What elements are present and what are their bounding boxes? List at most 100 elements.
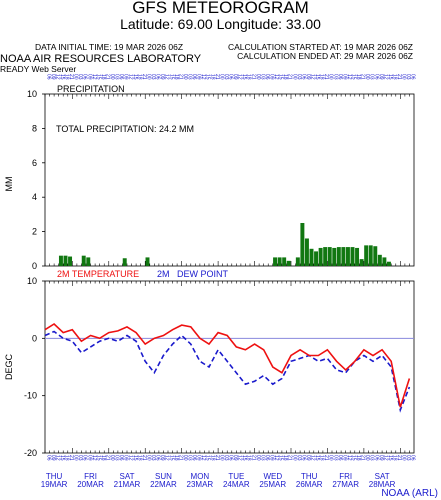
server-name: READY Web Server	[0, 64, 77, 74]
top-hour-ticks: 0609121518210003060912151821000306091215…	[45, 74, 415, 80]
bottom-hour-label: 15	[132, 455, 138, 461]
temperature-line	[44, 322, 411, 408]
bottom-hour-label: 09	[86, 455, 92, 461]
top-hour-label: 15	[95, 74, 101, 80]
bottom-hour-ticks: 0609121518210003060912151821000306091215…	[44, 94, 416, 461]
top-hour-label: 09	[123, 74, 129, 80]
top-hour-label: 12	[273, 74, 279, 80]
precipitation-bar	[295, 257, 300, 266]
bottom-hour-label: 03	[259, 455, 265, 461]
calculation-ended: CALCULATION ENDED AT: 29 MAR 2026 06Z	[237, 51, 413, 61]
day-date: 25MAR	[259, 480, 286, 489]
bottom-hour-label: 12	[273, 455, 279, 461]
noaa-credit: NOAA (ARL)	[381, 488, 438, 499]
top-hour-label: 12	[237, 74, 243, 80]
precipitation-bar	[86, 257, 91, 266]
top-hour-label: 06	[410, 74, 416, 80]
precipitation-bar	[327, 247, 332, 266]
bottom-hour-label: 21	[141, 455, 147, 461]
bottom-hour-label: 00	[291, 455, 297, 461]
top-hour-label: 09	[86, 74, 92, 80]
bottom-hour-label: 06	[410, 455, 416, 461]
bottom-hour-label: 09	[305, 455, 311, 461]
top-hour-label: 21	[141, 74, 147, 80]
bottom-hour-label: 00	[328, 455, 334, 461]
bottom-hour-label: 06	[82, 455, 88, 461]
precipitation-bar	[332, 247, 337, 266]
bottom-hour-label: 21	[105, 455, 111, 461]
top-hour-label: 15	[387, 74, 393, 80]
top-hour-label: 12	[54, 74, 60, 80]
location-subtitle: Latitude: 69.00 Longitude: 33.00	[120, 16, 321, 32]
bottom-hour-label: 12	[310, 455, 316, 461]
top-hour-label: 15	[168, 74, 174, 80]
bottom-hour-label: 12	[200, 455, 206, 461]
bottom-hour-label: 15	[314, 455, 320, 461]
bottom-hour-label: 18	[64, 455, 70, 461]
precipitation-bar	[58, 255, 63, 266]
legend-dewpoint: 2M DEW POINT	[157, 269, 229, 279]
precipitation-bar	[364, 245, 369, 266]
bottom-hour-label: 21	[360, 455, 366, 461]
bottom-hour-label: 09	[196, 455, 202, 461]
top-hour-label: 15	[205, 74, 211, 80]
day-date: 19MAR	[41, 480, 68, 489]
bottom-hour-label: 09	[232, 455, 238, 461]
bottom-hour-label: 00	[364, 455, 370, 461]
bottom-hour-label: 12	[127, 455, 133, 461]
precip-y-tick-label: 0	[32, 261, 37, 271]
day-date: 23MAR	[187, 480, 214, 489]
bottom-hour-label: 03	[332, 455, 338, 461]
bottom-hour-label: 18	[355, 455, 361, 461]
bottom-hour-label: 12	[346, 455, 352, 461]
day-name: FRI	[84, 472, 97, 481]
day-name: WED	[263, 472, 282, 481]
top-hour-label: 06	[191, 74, 197, 80]
bottom-hour-label: 18	[392, 455, 398, 461]
temperature-y-label: DEGC	[4, 354, 14, 381]
top-hour-label: 00	[218, 74, 224, 80]
bottom-hour-label: 06	[228, 455, 234, 461]
bottom-hour-label: 21	[250, 455, 256, 461]
bottom-hour-label: 21	[68, 455, 74, 461]
bottom-hour-label: 09	[269, 455, 275, 461]
top-hour-label: 15	[351, 74, 357, 80]
bottom-hour-label: 06	[191, 455, 197, 461]
top-hour-label: 21	[250, 74, 256, 80]
bottom-hour-label: 00	[401, 455, 407, 461]
top-hour-label: 00	[255, 74, 261, 80]
bottom-hour-label: 06	[155, 455, 161, 461]
bottom-hour-label: 03	[77, 455, 83, 461]
top-hour-label: 00	[73, 74, 79, 80]
top-hour-label: 21	[323, 74, 329, 80]
top-hour-label: 21	[68, 74, 74, 80]
precipitation-bar	[355, 247, 360, 266]
top-hour-label: 21	[177, 74, 183, 80]
temperature-panel: 2M TEMPERATURE 2M DEW POINT DEGC -20 -10 0…	[4, 269, 415, 458]
top-hour-label: 06	[264, 74, 270, 80]
precipitation-bar	[145, 257, 150, 266]
top-hour-label: 12	[91, 74, 97, 80]
bottom-hour-label: 21	[323, 455, 329, 461]
precipitation-bar	[323, 247, 328, 266]
day-name: TUE	[228, 472, 244, 481]
day-name: SUN	[155, 472, 172, 481]
top-hour-label: 12	[346, 74, 352, 80]
bottom-hour-label: 00	[182, 455, 188, 461]
top-hour-label: 12	[382, 74, 388, 80]
top-hour-label: 06	[118, 74, 124, 80]
bottom-hour-label: 18	[246, 455, 252, 461]
precipitation-bars	[58, 223, 391, 266]
bottom-hour-label: 21	[287, 455, 293, 461]
temp-y-tick-label: 10	[27, 276, 37, 286]
top-hour-label: 00	[364, 74, 370, 80]
top-hour-label: 18	[173, 74, 179, 80]
top-hour-label: 03	[114, 74, 120, 80]
top-hour-label: 09	[50, 74, 56, 80]
bottom-hour-label: 09	[123, 455, 129, 461]
top-hour-label: 18	[209, 74, 215, 80]
top-hour-label: 18	[392, 74, 398, 80]
bottom-hour-label: 03	[369, 455, 375, 461]
precipitation-bar	[81, 255, 86, 266]
precipitation-bar	[341, 247, 346, 266]
